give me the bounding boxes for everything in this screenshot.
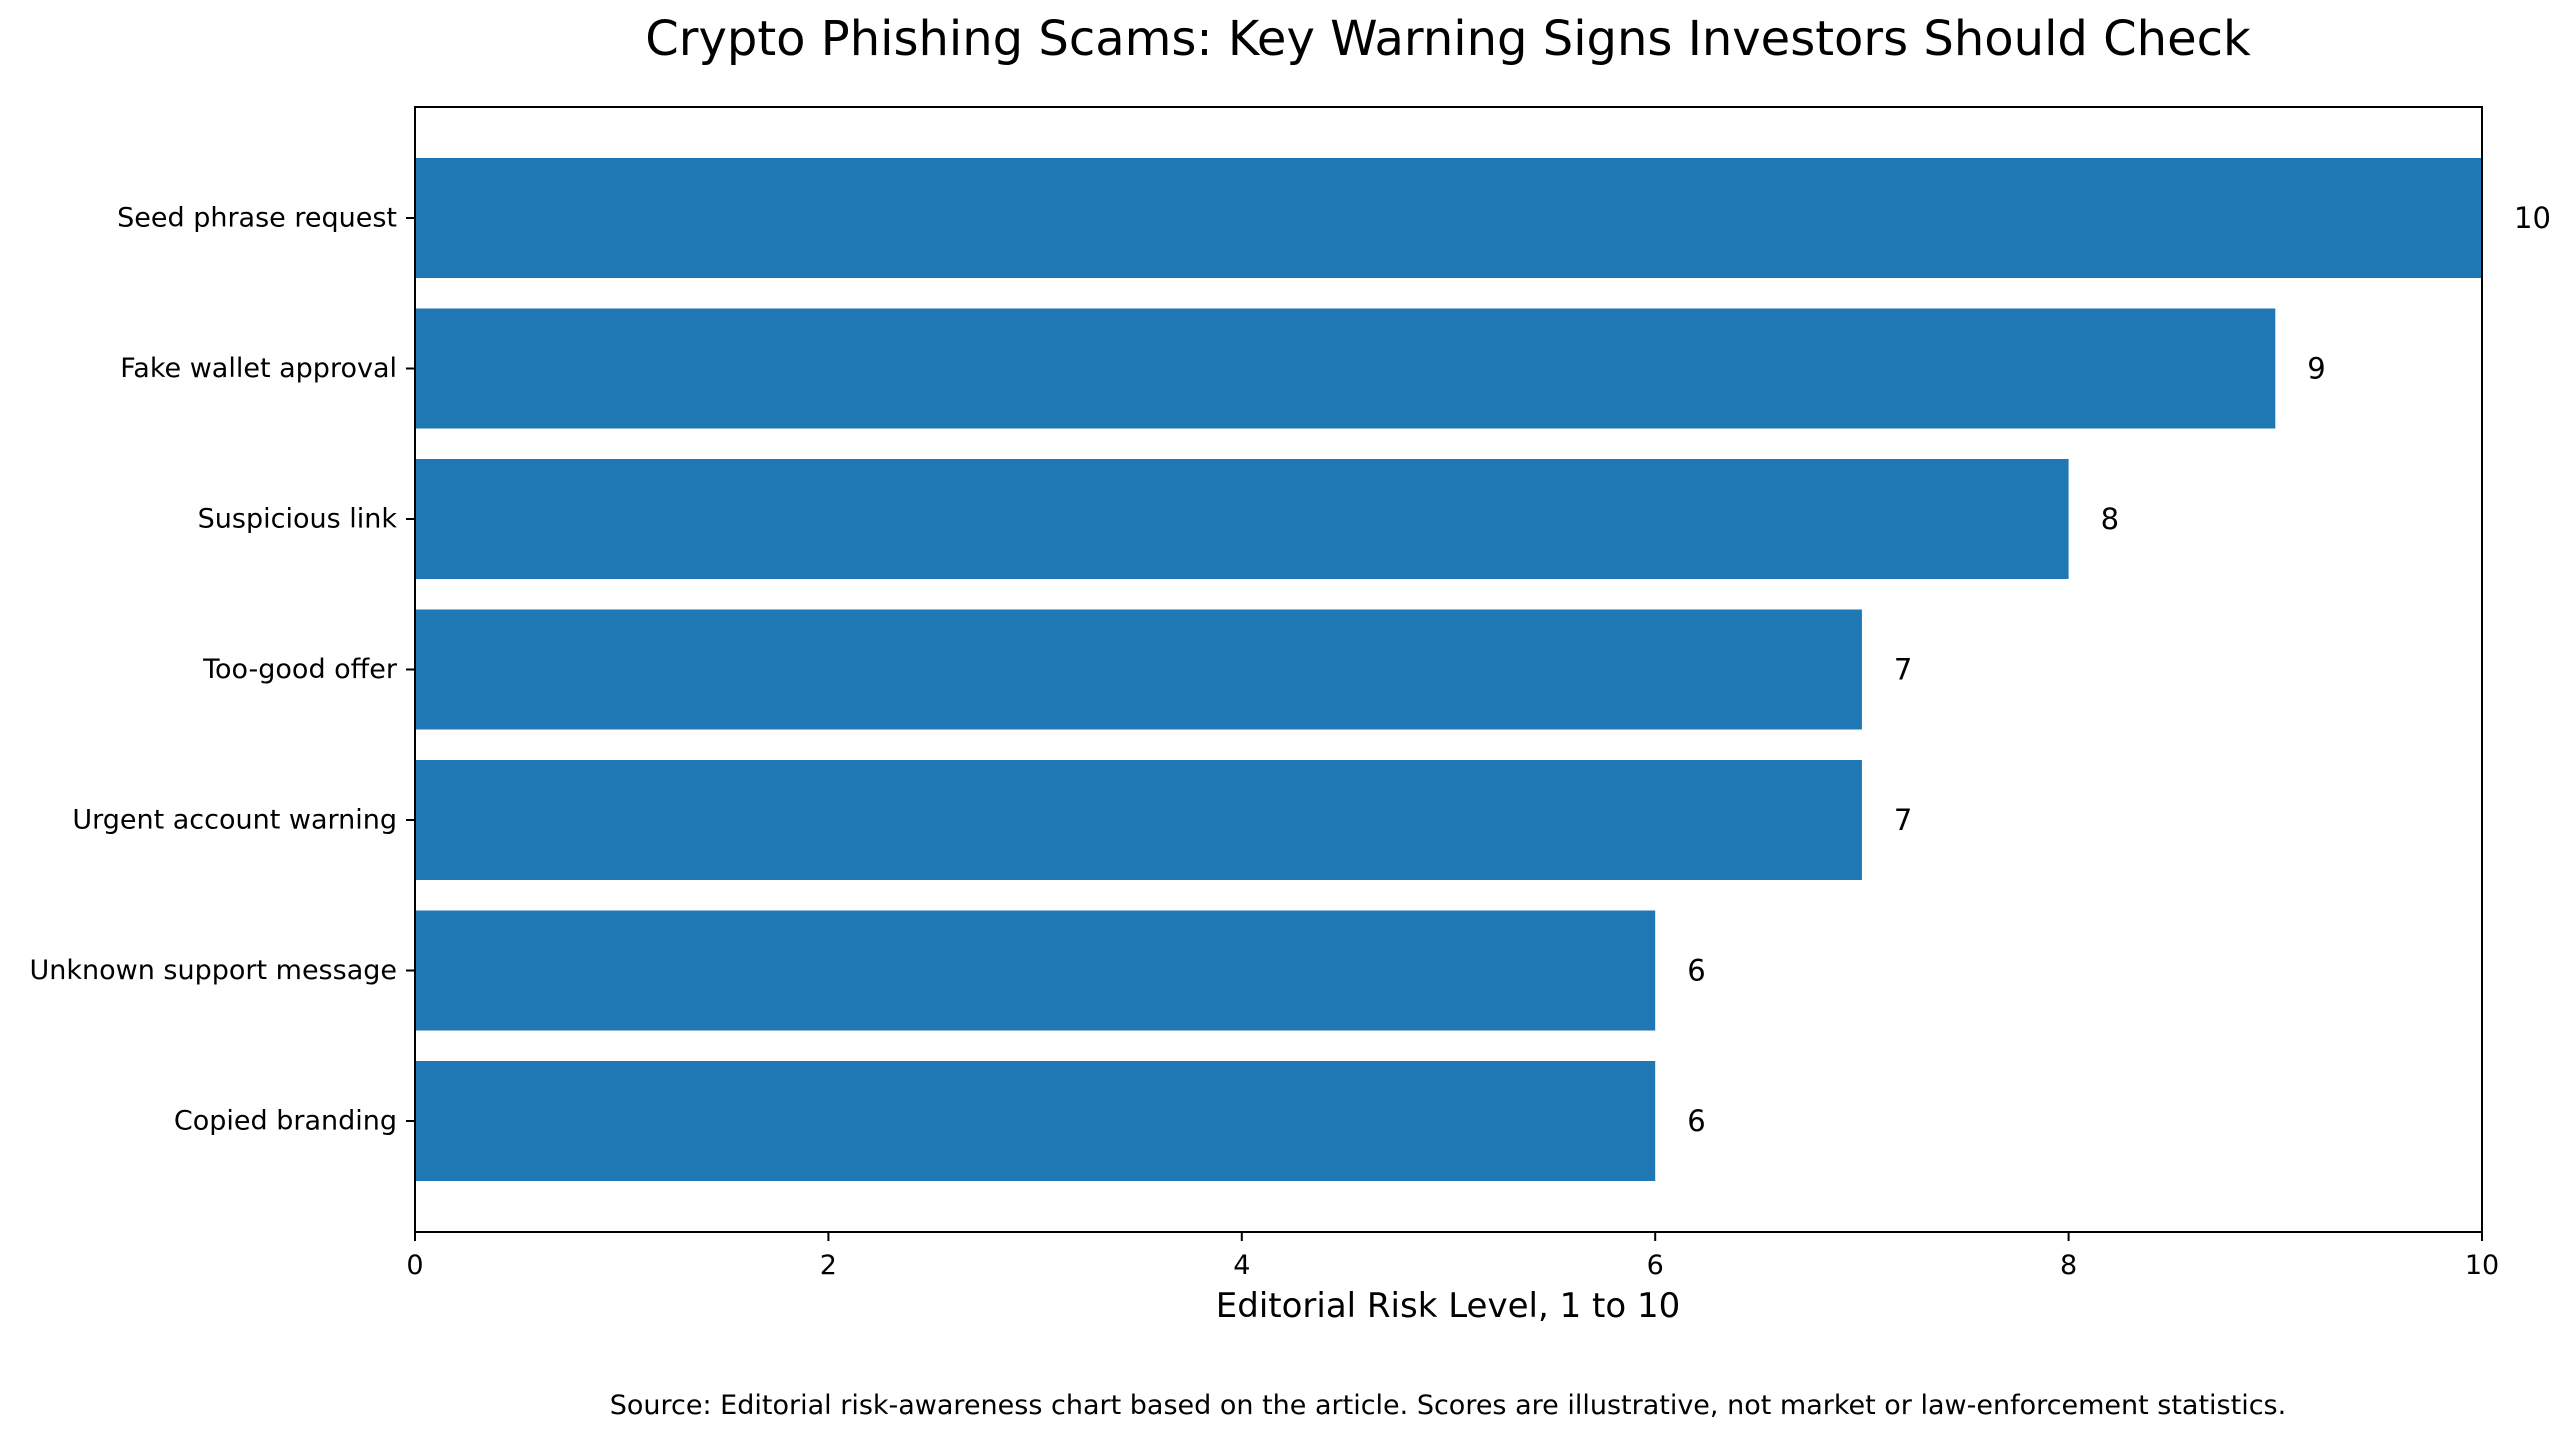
plot-frame <box>414 106 2483 1233</box>
bar-fake-wallet-approval <box>415 308 2276 429</box>
category-label: Suspicious link <box>198 504 398 535</box>
source-note: Source: Editorial risk-awareness chart b… <box>610 1390 2286 1421</box>
category-label: Urgent account warning <box>72 805 397 836</box>
value-labels: 10 9 8 7 7 6 6 <box>1687 201 2551 1138</box>
value-label: 8 <box>2101 502 2119 536</box>
x-tick-label: 6 <box>1647 1250 1664 1281</box>
bar-suspicious-link <box>415 459 2069 579</box>
value-label: 7 <box>1894 803 1912 837</box>
category-label: Too-good offer <box>202 654 398 685</box>
category-label: Copied branding <box>174 1106 397 1137</box>
value-label: 7 <box>1894 653 1912 687</box>
x-tick-label: 8 <box>2060 1250 2077 1281</box>
x-tick-label: 2 <box>820 1250 837 1281</box>
bars-layer <box>415 158 2482 1181</box>
value-label: 10 <box>2514 201 2551 235</box>
value-label: 6 <box>1687 1104 1705 1138</box>
category-label: Seed phrase request <box>117 203 397 234</box>
bar-too-good-offer <box>415 609 1862 730</box>
category-label: Unknown support message <box>29 955 397 986</box>
category-label: Fake wallet approval <box>120 353 397 384</box>
value-label: 9 <box>2307 352 2325 386</box>
x-axis-title: Editorial Risk Level, 1 to 10 <box>1216 1286 1680 1326</box>
value-label: 6 <box>1687 954 1705 988</box>
x-tick-label: 10 <box>2465 1250 2499 1281</box>
x-tick-label: 4 <box>1233 1250 1250 1281</box>
bar-copied-branding <box>415 1061 1656 1181</box>
bar-seed-phrase-request <box>415 158 2482 278</box>
bar-unknown-support-message <box>415 910 1656 1031</box>
x-axis-ticks: 0 2 4 6 8 10 <box>406 1232 2499 1281</box>
chart-title: Crypto Phishing Scams: Key Warning Signs… <box>645 11 2251 67</box>
x-tick-label: 0 <box>406 1250 423 1281</box>
bar-urgent-account-warning <box>415 760 1862 880</box>
category-labels: Seed phrase request Fake wallet approval S… <box>29 203 415 1137</box>
